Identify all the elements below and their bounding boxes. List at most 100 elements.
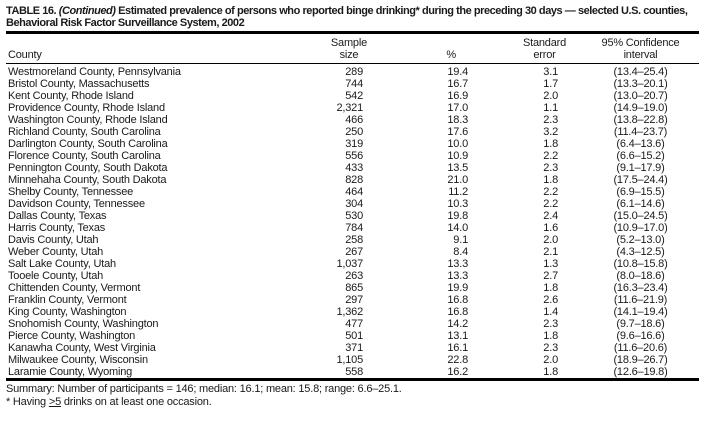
county-cell: Florence County, South Carolina bbox=[8, 150, 161, 162]
column-header-percent: % bbox=[371, 34, 476, 64]
table-row: Pierce County, Washington 501 13.1 1.8 (9.6–… bbox=[6, 330, 699, 342]
sample-size-cell: 267 bbox=[345, 246, 363, 258]
table-header: County Sample size % Standard error 95% … bbox=[6, 34, 699, 64]
percent-cell: 16.8 bbox=[447, 294, 468, 306]
confidence-interval-cell: (13.4–25.4) bbox=[613, 66, 668, 78]
percent-cell: 17.0 bbox=[447, 102, 468, 114]
sample-size-cell: 263 bbox=[345, 270, 363, 282]
county-cell: Providence County, Rhode Island bbox=[8, 102, 165, 114]
percent-cell: 10.9 bbox=[447, 150, 468, 162]
table-row: Snohomish County, Washington 477 14.2 2.3 (9… bbox=[6, 318, 699, 330]
percent-cell: 13.3 bbox=[447, 258, 468, 270]
county-cell: Salt Lake County, Utah bbox=[8, 258, 116, 270]
standard-error-cell: 1.8 bbox=[543, 138, 558, 150]
table-row: Tooele County, Utah 263 13.3 2.7 (8.0–18.6) bbox=[6, 270, 699, 282]
footnote: * Having >5 drinks on at least one occas… bbox=[6, 396, 699, 408]
confidence-interval-cell: (5.2–13.0) bbox=[616, 234, 665, 246]
table-row: Florence County, South Carolina 556 10.9 2.… bbox=[6, 150, 699, 162]
standard-error-cell: 3.1 bbox=[543, 66, 558, 78]
county-cell: Snohomish County, Washington bbox=[8, 318, 159, 330]
footnote-threshold: >5 bbox=[48, 396, 61, 408]
table-body: Westmoreland County, Pennsylvania 289 19.4… bbox=[6, 64, 699, 378]
percent-cell: 21.0 bbox=[447, 174, 468, 186]
confidence-interval-cell: (11.6–20.6) bbox=[613, 342, 668, 354]
county-cell: Chittenden County, Vermont bbox=[8, 282, 141, 294]
standard-error-cell: 2.3 bbox=[543, 342, 558, 354]
sample-size-cell: 289 bbox=[345, 66, 363, 78]
percent-cell: 13.1 bbox=[447, 330, 468, 342]
sample-size-cell: 371 bbox=[345, 342, 363, 354]
standard-error-cell: 1.1 bbox=[543, 102, 558, 114]
standard-error-cell: 3.2 bbox=[543, 126, 558, 138]
confidence-interval-cell: (16.3–23.4) bbox=[613, 282, 668, 294]
county-cell: Dallas County, Texas bbox=[8, 210, 107, 222]
standard-error-cell: 2.0 bbox=[543, 354, 558, 366]
table-row: Westmoreland County, Pennsylvania 289 19.4… bbox=[6, 64, 699, 79]
sample-size-cell: 297 bbox=[345, 294, 363, 306]
county-cell: Minnehaha County, South Dakota bbox=[8, 174, 167, 186]
confidence-interval-cell: (8.0–18.6) bbox=[616, 270, 665, 282]
sample-size-cell: 319 bbox=[345, 138, 363, 150]
county-cell: Franklin County, Vermont bbox=[8, 294, 127, 306]
sample-size-cell: 501 bbox=[345, 330, 363, 342]
confidence-interval-cell: (13.3–20.1) bbox=[613, 78, 668, 90]
sample-size-cell: 558 bbox=[345, 366, 363, 378]
table-row: Franklin County, Vermont 297 16.8 2.6 (11.6–… bbox=[6, 294, 699, 306]
confidence-interval-cell: (6.4–13.6) bbox=[616, 138, 665, 150]
percent-cell: 19.4 bbox=[447, 66, 468, 78]
standard-error-cell: 2.6 bbox=[543, 294, 558, 306]
county-cell: Washington County, Rhode Island bbox=[8, 114, 168, 126]
standard-error-cell: 2.1 bbox=[543, 246, 558, 258]
county-cell: Harris County, Texas bbox=[8, 222, 106, 234]
county-cell: Weber County, Utah bbox=[8, 246, 104, 258]
table-title-text: Estimated prevalence of persons who repo… bbox=[6, 5, 688, 29]
table-row: Salt Lake County, Utah 1,037 13.3 1.3 (10.8–… bbox=[6, 258, 699, 270]
standard-error-cell: 1.6 bbox=[543, 222, 558, 234]
percent-cell: 22.8 bbox=[447, 354, 468, 366]
standard-error-cell: 1.7 bbox=[543, 78, 558, 90]
table-row: Milwaukee County, Wisconsin 1,105 22.8 2.0 (… bbox=[6, 354, 699, 366]
percent-cell: 10.3 bbox=[447, 198, 468, 210]
confidence-interval-cell: (14.9–19.0) bbox=[613, 102, 668, 114]
county-cell: Davidson County, Tennessee bbox=[8, 198, 145, 210]
table-row: Washington County, Rhode Island 466 18.3 2.… bbox=[6, 114, 699, 126]
sample-size-cell: 530 bbox=[345, 210, 363, 222]
table-row: Harris County, Texas 784 14.0 1.6 (10.9–17.0… bbox=[6, 222, 699, 234]
header-row: County Sample size % Standard error 95% … bbox=[6, 34, 699, 64]
table-row: Darlington County, South Carolina 319 10.0… bbox=[6, 138, 699, 150]
table-row: Kent County, Rhode Island 542 16.9 2.0 (13.0… bbox=[6, 90, 699, 102]
percent-cell: 14.0 bbox=[447, 222, 468, 234]
column-header-county: County bbox=[6, 34, 291, 64]
table-row: Pennington County, South Dakota 433 13.5 2.… bbox=[6, 162, 699, 174]
county-cell: Bristol County, Massachusetts bbox=[8, 78, 150, 90]
confidence-interval-cell: (6.6–15.2) bbox=[616, 150, 665, 162]
sample-size-cell: 433 bbox=[345, 162, 363, 174]
confidence-interval-cell: (10.9–17.0) bbox=[613, 222, 668, 234]
footnote-prefix: * Having bbox=[6, 396, 49, 408]
table-row: Richland County, South Carolina 250 17.6 3.… bbox=[6, 126, 699, 138]
page: TABLE 16. (Continued) Estimated prevalen… bbox=[6, 5, 699, 408]
sample-size-cell: 250 bbox=[345, 126, 363, 138]
percent-cell: 9.1 bbox=[453, 234, 468, 246]
table-row: Weber County, Utah 267 8.4 2.1 (4.3–12.5) bbox=[6, 246, 699, 258]
county-cell: Laramie County, Wyoming bbox=[8, 366, 133, 378]
standard-error-cell: 2.3 bbox=[543, 162, 558, 174]
county-cell: Pennington County, South Dakota bbox=[8, 162, 168, 174]
summary-line: Summary: Number of participants = 146; m… bbox=[6, 383, 402, 395]
confidence-interval-cell: (15.0–24.5) bbox=[613, 210, 668, 222]
standard-error-cell: 1.8 bbox=[543, 366, 558, 378]
sample-size-cell: 784 bbox=[345, 222, 363, 234]
table-number: TABLE 16. bbox=[6, 5, 57, 17]
sample-size-cell: 477 bbox=[345, 318, 363, 330]
standard-error-cell: 2.2 bbox=[543, 198, 558, 210]
percent-cell: 16.1 bbox=[447, 342, 468, 354]
sample-size-cell: 1,362 bbox=[336, 306, 363, 318]
county-cell: Pierce County, Washington bbox=[8, 330, 136, 342]
confidence-interval-cell: (18.9–26.7) bbox=[613, 354, 668, 366]
confidence-interval-cell: (11.4–23.7) bbox=[613, 126, 668, 138]
percent-cell: 14.2 bbox=[447, 318, 468, 330]
standard-error-cell: 2.3 bbox=[543, 114, 558, 126]
percent-cell: 13.5 bbox=[447, 162, 468, 174]
confidence-interval-cell: (9.6–16.6) bbox=[616, 330, 665, 342]
confidence-interval-cell: (17.5–24.4) bbox=[613, 174, 668, 186]
